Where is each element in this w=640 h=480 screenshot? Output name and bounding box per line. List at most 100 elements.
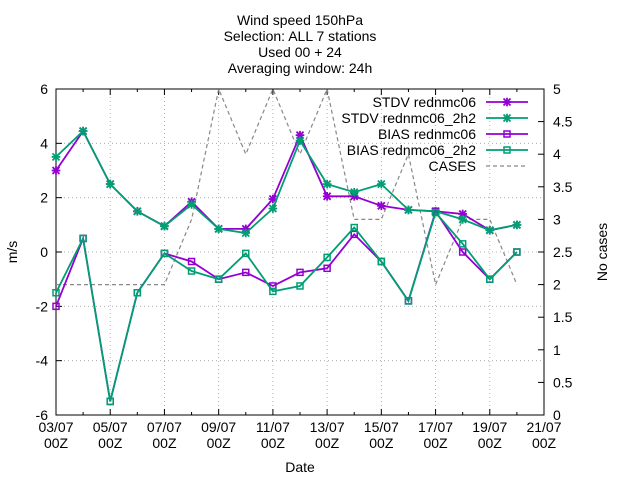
series-bias-rednmc06 xyxy=(52,207,521,406)
y2-tick-label: 0.5 xyxy=(553,374,573,390)
legend-item: BIAS rednmc06 xyxy=(378,126,528,142)
y2-tick-label: 1.5 xyxy=(553,309,573,325)
data-point xyxy=(458,240,467,248)
y2-tick-label: 2 xyxy=(553,277,561,293)
data-point xyxy=(486,275,494,283)
x-tick-label-hour: 00Z xyxy=(152,435,177,451)
data-point xyxy=(350,223,358,232)
data-point xyxy=(350,230,358,239)
series-lines xyxy=(51,86,522,406)
data-point xyxy=(377,257,386,266)
data-point xyxy=(431,208,440,217)
chart-title-line: Wind speed 150hPa xyxy=(237,12,363,28)
legend-item: STDV rednmc06_2h2 xyxy=(341,110,528,126)
data-point xyxy=(187,257,196,266)
data-point xyxy=(404,205,413,215)
y2-axis-label: No cases xyxy=(594,223,610,281)
data-point xyxy=(377,179,386,189)
legend-marker xyxy=(502,113,512,123)
x-tick-label-hour: 00Z xyxy=(532,435,557,451)
y-tick-label: 2 xyxy=(40,190,48,206)
y2-tick-label: 1 xyxy=(553,342,561,358)
legend-item: BIAS rednmc06_2h2 xyxy=(347,142,528,158)
legend-item: STDV rednmc06 xyxy=(373,94,528,110)
legend-marker xyxy=(502,97,512,107)
data-point xyxy=(241,228,251,238)
data-point xyxy=(322,192,332,201)
data-point xyxy=(187,200,196,209)
legend-label: BIAS rednmc06 xyxy=(378,126,476,142)
y-tick-label: -6 xyxy=(36,407,49,423)
series-line xyxy=(55,210,518,402)
x-tick-label: 17/07 xyxy=(418,419,453,435)
data-point xyxy=(51,166,61,175)
y2-tick-label: 0 xyxy=(553,407,561,423)
chart-title-line: Averaging window: 24h xyxy=(228,60,373,76)
data-point xyxy=(214,275,223,283)
series-line xyxy=(55,209,518,402)
legend-label: STDV rednmc06_2h2 xyxy=(341,110,476,126)
data-point xyxy=(458,215,467,224)
x-tick-label: 09/07 xyxy=(201,419,236,435)
legend-label: BIAS rednmc06_2h2 xyxy=(347,142,476,158)
data-point xyxy=(51,152,61,162)
y2-tick-label: 3.5 xyxy=(553,179,573,195)
x-axis-ticks: 03/0700Z05/0700Z07/0700Z09/0700Z11/0700Z… xyxy=(38,89,562,451)
x-tick-label-hour: 00Z xyxy=(98,435,123,451)
data-point xyxy=(52,289,60,297)
data-point xyxy=(269,287,277,296)
data-point xyxy=(133,206,142,216)
x-tick-label-hour: 00Z xyxy=(44,435,69,451)
y2-tick-label: 4.5 xyxy=(553,114,573,130)
data-point xyxy=(295,136,305,145)
y2-tick-label: 3 xyxy=(553,211,561,227)
x-tick-label: 21/07 xyxy=(526,419,561,435)
x-tick-label-hour: 00Z xyxy=(478,435,503,451)
x-tick-label: 07/07 xyxy=(147,419,182,435)
data-point xyxy=(187,267,196,275)
data-point xyxy=(133,289,142,297)
y-tick-label: -2 xyxy=(36,298,49,314)
x-tick-label: 13/07 xyxy=(310,419,345,435)
data-point xyxy=(349,187,359,197)
y2-tick-label: 4 xyxy=(553,146,561,162)
legend-label: CASES xyxy=(429,158,476,174)
data-point xyxy=(323,253,331,262)
data-point xyxy=(160,249,169,258)
series-line xyxy=(55,129,518,234)
y2-tick-label: 2.5 xyxy=(553,244,573,260)
y2-tick-label: 5 xyxy=(553,81,561,97)
x-tick-label: 11/07 xyxy=(256,419,290,435)
data-point xyxy=(485,225,495,235)
data-point xyxy=(323,264,331,273)
x-tick-label: 03/07 xyxy=(38,419,73,435)
x-tick-label-hour: 00Z xyxy=(423,435,448,451)
data-point xyxy=(160,221,169,231)
x-tick-label-hour: 00Z xyxy=(207,435,232,451)
y-axis-label: m/s xyxy=(4,241,20,264)
data-point xyxy=(78,126,88,136)
data-point xyxy=(513,248,521,256)
chart-title-line: Used 00 + 24 xyxy=(258,44,342,60)
y-tick-label: -4 xyxy=(36,353,49,369)
data-point xyxy=(296,268,304,277)
data-point xyxy=(52,302,60,311)
legend-marker xyxy=(503,130,511,138)
series-stdv-rednmc06-2h2 xyxy=(51,126,522,238)
x-axis-label: Date xyxy=(285,459,315,475)
x-tick-label-hour: 00Z xyxy=(369,435,394,451)
chart-title-line: Selection: ALL 7 stations xyxy=(224,28,377,44)
legend-label: STDV rednmc06 xyxy=(373,94,477,110)
x-tick-label: 15/07 xyxy=(364,419,399,435)
data-point xyxy=(242,268,250,277)
data-point xyxy=(512,220,522,230)
data-point xyxy=(242,249,250,258)
data-point xyxy=(214,224,223,234)
data-point xyxy=(268,204,278,213)
x-tick-label-hour: 00Z xyxy=(261,435,286,451)
y2-axis-ticks: 0 0.5 1 1.5 2 2.5 3 3.5 4 4.5 5 xyxy=(538,81,573,423)
y-tick-label: 0 xyxy=(40,244,48,260)
